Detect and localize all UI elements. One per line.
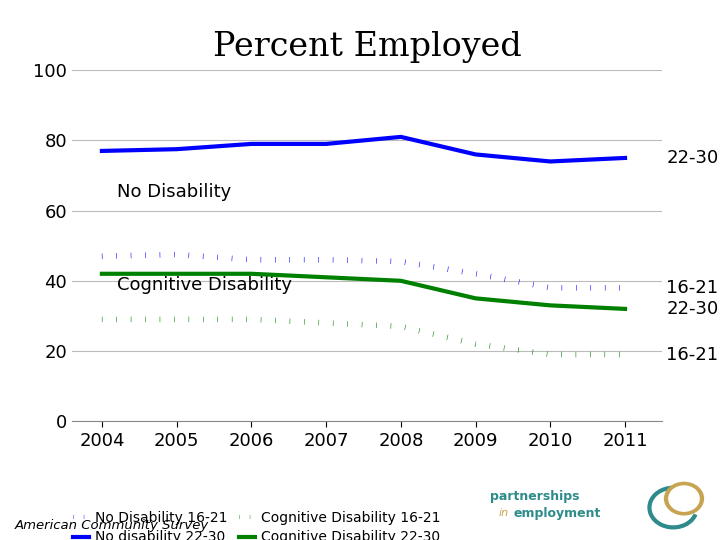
Circle shape [665,482,703,515]
Text: employment: employment [513,507,600,519]
Title: Percent Employed: Percent Employed [213,31,521,63]
Text: 22-30: 22-30 [666,300,719,318]
Text: in: in [498,508,508,518]
Text: 16-21: 16-21 [666,279,719,297]
Text: partnerships: partnerships [490,490,579,503]
Text: American Community Survey: American Community Survey [14,519,209,532]
Legend: No Disability 16-21, No disability 22-30, Cognitive Disability 16-21, Cognitive : No Disability 16-21, No disability 22-30… [67,505,446,540]
Text: Cognitive Disability: Cognitive Disability [117,275,292,294]
Text: No Disability: No Disability [117,183,231,200]
Text: 22-30: 22-30 [666,149,719,167]
Text: 16-21: 16-21 [666,346,719,363]
Circle shape [669,486,699,511]
